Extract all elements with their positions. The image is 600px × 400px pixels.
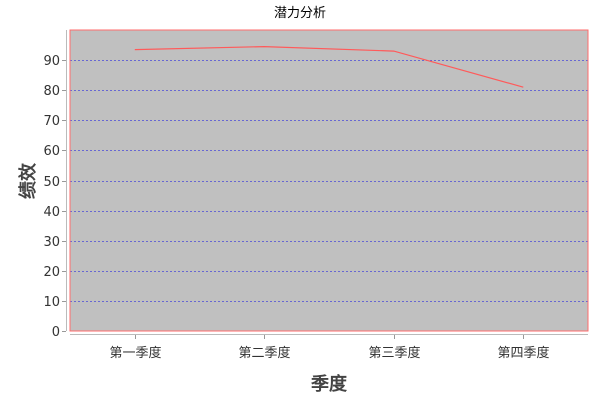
plot-area	[70, 30, 588, 331]
y-tick-label: 50	[43, 175, 60, 190]
chart-title: 潜力分析	[274, 6, 326, 21]
x-tick-label: 第二季度	[238, 345, 290, 361]
series-line	[134, 45, 524, 88]
y-tick-label: 20	[43, 265, 60, 280]
x-tick-label: 第三季度	[368, 345, 420, 361]
x-axis: 第一季度 第二季度 第三季度 第四季度	[70, 334, 588, 361]
x-tick-label: 第一季度	[109, 345, 161, 361]
y-tick-label: 40	[43, 205, 60, 220]
y-tick-label: 10	[43, 295, 60, 310]
y-tick-label: 90	[43, 54, 60, 69]
y-tick-label: 70	[43, 114, 60, 129]
y-tick-label: 0	[52, 325, 60, 340]
y-tick-label: 60	[43, 144, 60, 159]
y-tick-label: 80	[43, 84, 60, 99]
y-tick-label: 30	[43, 235, 60, 250]
series-group	[134, 45, 524, 88]
y-axis-label: 绩效	[17, 162, 39, 199]
x-axis-label: 季度	[311, 373, 348, 395]
x-tick-label: 第四季度	[497, 345, 549, 361]
y-axis: 0 10 20 30 40 50 60 70 80 90	[43, 30, 67, 340]
plot-border	[69, 29, 589, 332]
